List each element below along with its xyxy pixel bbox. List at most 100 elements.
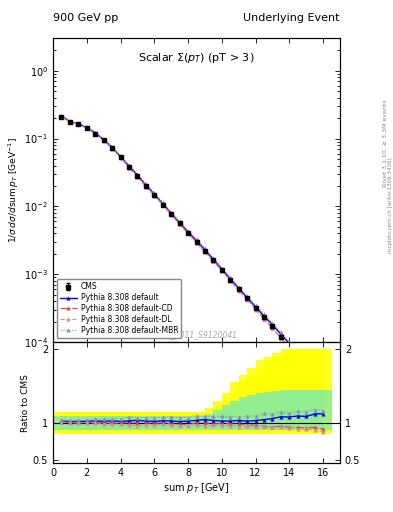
Pythia 8.308 default-DL	[236, 288, 241, 294]
Pythia 8.308 default	[219, 266, 224, 272]
Pythia 8.308 default-DL	[211, 258, 216, 264]
Pythia 8.308 default-CD	[219, 267, 224, 273]
Pythia 8.308 default-MBR	[219, 265, 224, 271]
Pythia 8.308 default-CD	[296, 354, 300, 360]
Y-axis label: Ratio to CMS: Ratio to CMS	[21, 374, 30, 432]
Pythia 8.308 default-DL	[160, 202, 165, 208]
Pythia 8.308 default-MBR	[84, 124, 89, 130]
Text: 900 GeV pp: 900 GeV pp	[53, 13, 118, 23]
Pythia 8.308 default	[118, 154, 123, 160]
Pythia 8.308 default-CD	[253, 306, 258, 312]
Pythia 8.308 default-CD	[270, 325, 275, 331]
X-axis label: sum $p_T$ [GeV]: sum $p_T$ [GeV]	[163, 481, 230, 495]
Pythia 8.308 default	[101, 137, 106, 143]
Pythia 8.308 default-MBR	[160, 199, 165, 205]
Pythia 8.308 default	[304, 359, 309, 366]
Pythia 8.308 default-CD	[321, 383, 325, 390]
Pythia 8.308 default-DL	[262, 316, 266, 322]
Pythia 8.308 default-CD	[127, 164, 131, 170]
Pythia 8.308 default	[194, 238, 199, 244]
Pythia 8.308 default	[135, 172, 140, 178]
Pythia 8.308 default-MBR	[59, 113, 64, 119]
Pythia 8.308 default-CD	[262, 316, 266, 322]
Pythia 8.308 default-MBR	[270, 320, 275, 326]
Pythia 8.308 default-CD	[194, 239, 199, 245]
Pythia 8.308 default-MBR	[143, 181, 148, 187]
Pythia 8.308 default-CD	[245, 296, 250, 302]
Pythia 8.308 default-DL	[93, 131, 97, 137]
Pythia 8.308 default-MBR	[127, 162, 131, 168]
Pythia 8.308 default-MBR	[101, 136, 106, 142]
Pythia 8.308 default	[110, 144, 114, 151]
Pythia 8.308 default-MBR	[262, 311, 266, 317]
Pythia 8.308 default-MBR	[236, 284, 241, 290]
Pythia 8.308 default-MBR	[93, 129, 97, 135]
Text: CMS_2011_S9120041: CMS_2011_S9120041	[155, 330, 238, 339]
Pythia 8.308 default-CD	[304, 364, 309, 370]
Pythia 8.308 default-CD	[118, 154, 123, 160]
Legend: CMS, Pythia 8.308 default, Pythia 8.308 default-CD, Pythia 8.308 default-DL, Pyt: CMS, Pythia 8.308 default, Pythia 8.308 …	[57, 280, 181, 338]
Pythia 8.308 default-DL	[135, 174, 140, 180]
Pythia 8.308 default-CD	[84, 125, 89, 131]
Pythia 8.308 default	[202, 247, 207, 253]
Pythia 8.308 default	[177, 220, 182, 226]
Pythia 8.308 default	[236, 285, 241, 291]
Pythia 8.308 default-CD	[160, 202, 165, 208]
Pythia 8.308 default	[84, 124, 89, 131]
Pythia 8.308 default	[76, 121, 81, 127]
Pythia 8.308 default	[253, 304, 258, 310]
Pythia 8.308 default-MBR	[304, 357, 309, 364]
Pythia 8.308 default-DL	[186, 230, 191, 237]
Pythia 8.308 default-CD	[287, 345, 292, 351]
Pythia 8.308 default-CD	[177, 221, 182, 227]
Pythia 8.308 default-DL	[194, 240, 199, 246]
Pythia 8.308 default	[296, 349, 300, 355]
Pythia 8.308 default-DL	[287, 345, 292, 351]
Pythia 8.308 default-CD	[59, 113, 64, 119]
Pythia 8.308 default-CD	[186, 230, 191, 237]
Pythia 8.308 default-DL	[219, 268, 224, 274]
Text: Rivet 3.1.10, ≥ 3.3M events: Rivet 3.1.10, ≥ 3.3M events	[383, 99, 387, 187]
Pythia 8.308 default-CD	[312, 373, 317, 379]
Y-axis label: $1/\sigma\,d\sigma/d\mathrm{sum}\,p_T$ [GeV$^{-1}$]: $1/\sigma\,d\sigma/d\mathrm{sum}\,p_T$ […	[7, 137, 21, 243]
Pythia 8.308 default-MBR	[76, 120, 81, 126]
Pythia 8.308 default-DL	[143, 184, 148, 190]
Pythia 8.308 default-MBR	[287, 339, 292, 345]
Pythia 8.308 default-CD	[143, 183, 148, 189]
Text: mcplots.cern.ch [arXiv:1306.3436]: mcplots.cern.ch [arXiv:1306.3436]	[388, 157, 393, 252]
Pythia 8.308 default	[245, 294, 250, 301]
Pythia 8.308 default-DL	[76, 121, 81, 127]
Pythia 8.308 default-MBR	[118, 153, 123, 159]
Pythia 8.308 default	[186, 229, 191, 235]
Pythia 8.308 default-CD	[152, 192, 157, 198]
Pythia 8.308 default	[287, 340, 292, 347]
Pythia 8.308 default-CD	[202, 248, 207, 254]
Pythia 8.308 default-DL	[321, 385, 325, 391]
Pythia 8.308 default-DL	[312, 374, 317, 380]
Pythia 8.308 default-CD	[236, 287, 241, 293]
Pythia 8.308 default-DL	[253, 307, 258, 313]
Pythia 8.308 default-MBR	[321, 376, 325, 382]
Pythia 8.308 default-CD	[93, 131, 97, 137]
Pythia 8.308 default-MBR	[152, 190, 157, 196]
Pythia 8.308 default-DL	[84, 125, 89, 131]
Pythia 8.308 default-DL	[169, 212, 174, 218]
Pythia 8.308 default-MBR	[169, 209, 174, 215]
Pythia 8.308 default-DL	[101, 138, 106, 144]
Pythia 8.308 default-CD	[68, 119, 72, 125]
Pythia 8.308 default-DL	[296, 354, 300, 360]
Pythia 8.308 default	[143, 182, 148, 188]
Pythia 8.308 default	[169, 210, 174, 217]
Pythia 8.308 default-MBR	[68, 118, 72, 124]
Pythia 8.308 default	[127, 163, 131, 169]
Pythia 8.308 default-DL	[270, 325, 275, 331]
Pythia 8.308 default	[160, 201, 165, 207]
Pythia 8.308 default-DL	[279, 335, 283, 342]
Pythia 8.308 default-DL	[68, 119, 72, 125]
Pythia 8.308 default-DL	[59, 113, 64, 119]
Pythia 8.308 default-DL	[245, 296, 250, 303]
Pythia 8.308 default	[93, 130, 97, 136]
Line: Pythia 8.308 default-CD: Pythia 8.308 default-CD	[60, 115, 325, 388]
Pythia 8.308 default-DL	[110, 145, 114, 152]
Pythia 8.308 default	[321, 377, 325, 383]
